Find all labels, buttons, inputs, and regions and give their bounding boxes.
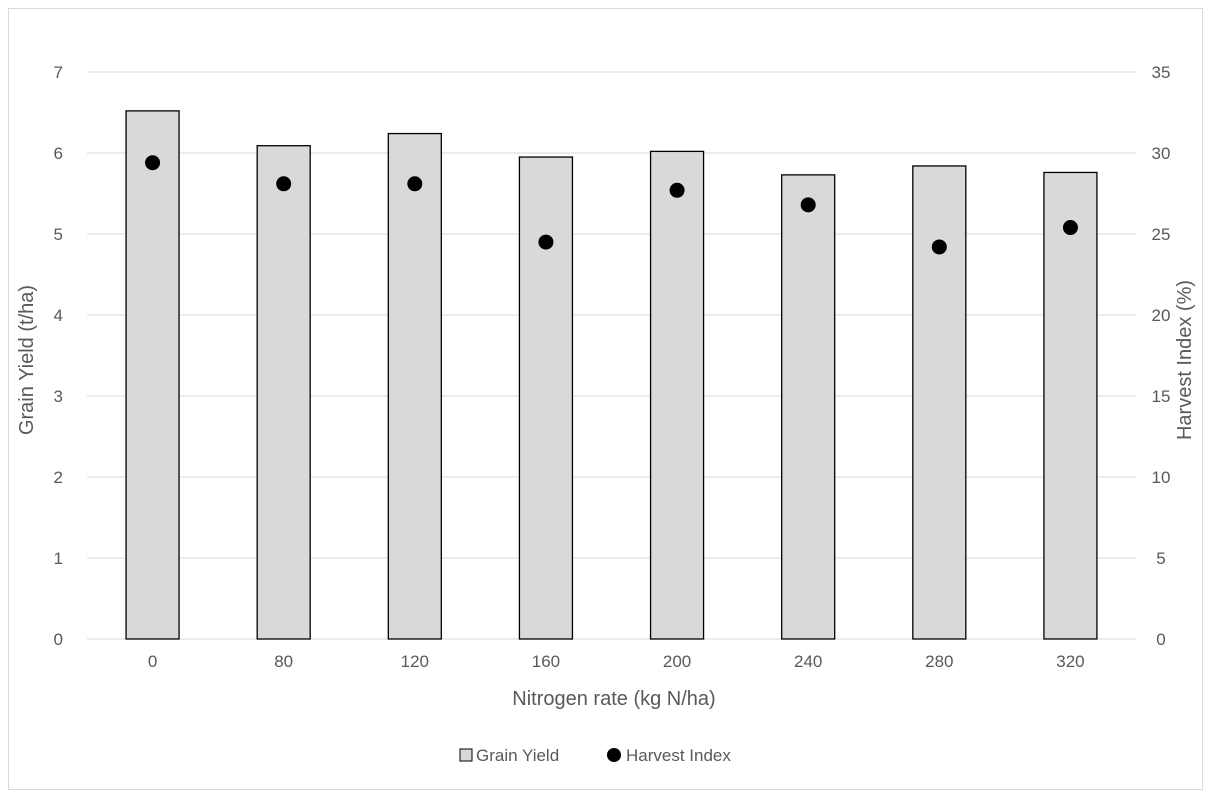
y-tick-label: 3 <box>54 387 63 406</box>
legend-label-harvest-index: Harvest Index <box>626 746 731 765</box>
bar-grain-yield <box>649 150 705 640</box>
grain-yield-bars <box>125 110 1098 640</box>
y2-tick-label: 5 <box>1156 549 1165 568</box>
y-tick-label: 7 <box>54 63 63 82</box>
y-tick-label: 2 <box>54 468 63 487</box>
gridlines <box>87 71 1136 640</box>
right-axis-title: Harvest Index (%) <box>1174 280 1196 440</box>
harvest-index-points <box>145 155 1078 255</box>
bar-grain-yield <box>256 145 311 640</box>
legend: Grain Yield Harvest Index <box>459 746 731 765</box>
legend-label-grain-yield: Grain Yield <box>476 746 559 765</box>
y2-tick-label: 25 <box>1152 225 1171 244</box>
bar-grain-yield <box>387 132 442 640</box>
point-harvest-index <box>931 239 947 255</box>
bar-grain-yield <box>781 174 836 640</box>
bar-grain-yield <box>1043 171 1098 640</box>
bar-grain-yield <box>125 110 180 640</box>
combo-chart: 0 1 2 3 4 5 6 7 0 5 10 15 20 25 30 35 0 80 120 160 200 240 2… <box>16 63 1196 765</box>
y2-tick-label: 10 <box>1152 468 1171 487</box>
x-tick-label: 160 <box>532 652 560 671</box>
y-tick-label: 4 <box>54 306 63 325</box>
left-axis-ticks: 0 1 2 3 4 5 6 7 <box>54 63 63 649</box>
x-tick-label: 200 <box>663 652 691 671</box>
x-tick-label: 320 <box>1056 652 1084 671</box>
legend-marker-harvest-index <box>607 748 621 762</box>
point-harvest-index <box>1062 220 1078 236</box>
y2-tick-label: 35 <box>1152 63 1171 82</box>
point-harvest-index <box>538 234 554 250</box>
bar-grain-yield <box>518 156 574 640</box>
y2-tick-label: 30 <box>1152 144 1171 163</box>
point-harvest-index <box>145 155 161 171</box>
y-tick-label: 6 <box>54 144 63 163</box>
x-axis-title: Nitrogen rate (kg N/ha) <box>512 688 715 710</box>
y-tick-label: 0 <box>54 630 63 649</box>
x-tick-label: 120 <box>401 652 429 671</box>
x-tick-label: 0 <box>148 652 157 671</box>
y-tick-label: 5 <box>54 225 63 244</box>
left-axis-title: Grain Yield (t/ha) <box>16 285 38 435</box>
right-axis-ticks: 0 5 10 15 20 25 30 35 <box>1152 63 1171 649</box>
x-tick-label: 240 <box>794 652 822 671</box>
x-axis-ticks: 0 80 120 160 200 240 280 320 <box>148 652 1085 671</box>
point-harvest-index <box>800 197 816 213</box>
x-tick-label: 80 <box>274 652 293 671</box>
y2-tick-label: 0 <box>1156 630 1165 649</box>
point-harvest-index <box>407 176 423 192</box>
x-tick-label: 280 <box>925 652 953 671</box>
point-harvest-index <box>669 182 685 198</box>
bar-grain-yield <box>912 165 967 640</box>
y2-tick-label: 15 <box>1152 387 1171 406</box>
y2-tick-label: 20 <box>1152 306 1171 325</box>
point-harvest-index <box>276 176 292 192</box>
chart-area: 0 1 2 3 4 5 6 7 0 5 10 15 20 25 30 35 0 80 120 160 200 240 2… <box>8 8 1203 790</box>
legend-swatch-grain-yield <box>459 748 473 762</box>
y-tick-label: 1 <box>54 549 63 568</box>
